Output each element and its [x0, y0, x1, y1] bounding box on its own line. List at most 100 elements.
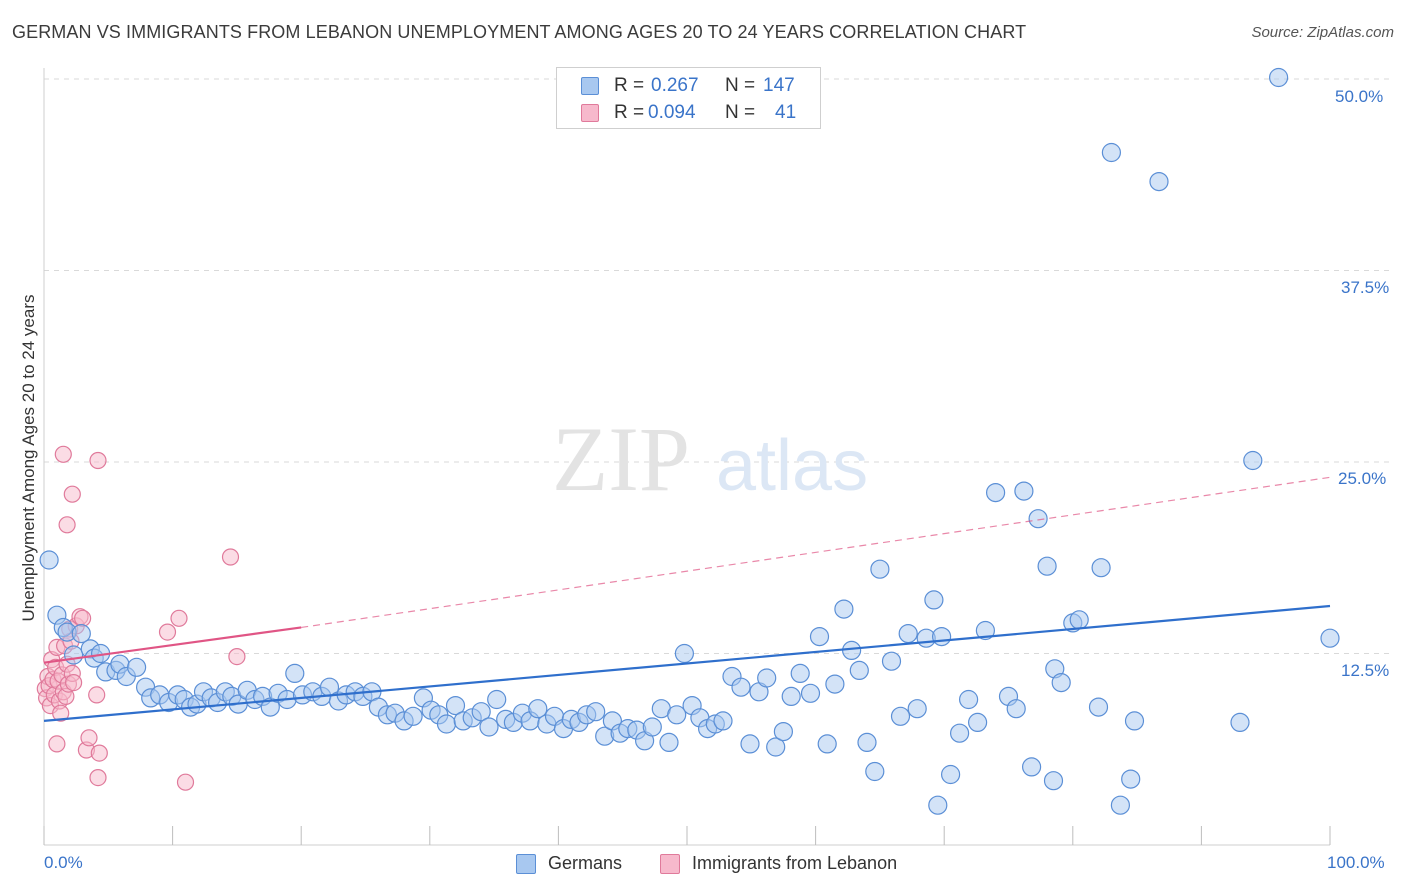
- germans-point: [1243, 450, 1263, 471]
- y-tick-label-50: 50.0%: [1335, 87, 1384, 106]
- lebanon-point: [89, 451, 107, 470]
- lebanon-point: [170, 609, 188, 627]
- germans-point: [1021, 757, 1042, 777]
- germans-point: [127, 657, 147, 677]
- lebanon-point: [73, 609, 92, 627]
- germans-point: [1149, 172, 1169, 192]
- germans-point: [949, 723, 970, 743]
- x-tick-label-0: 0.0%: [44, 853, 83, 872]
- lebanon-trend-extension: [301, 476, 1331, 629]
- germans-point: [849, 660, 869, 681]
- axes: [43, 68, 1331, 846]
- lebanon-trend-line: [43, 626, 302, 664]
- germans-point: [479, 717, 499, 737]
- germans-point: [907, 699, 927, 719]
- correlation-legend: R = 0.267 N = 147 R = 0.094 N = 41: [556, 67, 821, 129]
- germans-point: [740, 734, 760, 754]
- y-tick-label-37-5: 37.5%: [1341, 278, 1390, 297]
- germans-trend-line: [43, 604, 1331, 723]
- lebanon-legend-label: Immigrants from Lebanon: [692, 853, 898, 873]
- lebanon-point: [63, 485, 81, 503]
- lebanon-point: [228, 647, 246, 666]
- lebanon-point: [48, 735, 66, 753]
- germans-point: [766, 737, 786, 757]
- x-tick-label-100: 100.0%: [1327, 853, 1385, 872]
- germans-point: [642, 717, 662, 737]
- watermark-atlas: atlas: [716, 426, 868, 506]
- source-label: Source: ZipAtlas.com: [1251, 24, 1394, 41]
- r-value: 0.267: [651, 75, 699, 96]
- series-lebanon: [36, 445, 246, 791]
- germans-legend-label: Germans: [548, 853, 623, 873]
- germans-point: [403, 706, 423, 726]
- germans-point: [881, 651, 902, 671]
- germans-point: [71, 623, 91, 644]
- germans-point: [63, 645, 84, 665]
- lebanon-point: [80, 729, 98, 747]
- lebanon-point: [221, 548, 240, 566]
- lebanon-point: [90, 744, 108, 762]
- legend-row-germans: R = 0.267 N = 147: [557, 73, 820, 101]
- r-value: 0.094: [648, 102, 696, 123]
- lebanon-point: [176, 773, 195, 791]
- germans-point: [924, 590, 944, 610]
- n-label: N =: [725, 75, 756, 96]
- germans-point: [528, 699, 548, 719]
- lebanon-swatch: [581, 104, 599, 122]
- germans-point: [757, 668, 777, 688]
- lebanon-point: [88, 686, 106, 704]
- germans-point: [967, 712, 988, 733]
- germans-point: [931, 626, 952, 647]
- germans-point: [834, 599, 854, 619]
- germans-point: [436, 714, 457, 734]
- germans-point: [1268, 67, 1289, 88]
- y-tick-label-12-5: 12.5%: [1341, 661, 1390, 680]
- germans-point: [865, 761, 885, 782]
- germans-point: [39, 550, 59, 570]
- germans-point: [870, 559, 890, 579]
- chart-title: GERMAN VS IMMIGRANTS FROM LEBANON UNEMPL…: [12, 22, 1027, 42]
- germans-point: [713, 711, 733, 731]
- n-value: 41: [775, 102, 797, 123]
- germans-point: [825, 674, 845, 694]
- germans-point: [975, 620, 996, 641]
- germans-point: [445, 695, 466, 716]
- y-tick-label-25: 25.0%: [1338, 469, 1387, 488]
- germans-point: [985, 483, 1006, 503]
- watermark-zip: ZIP: [552, 408, 690, 510]
- germans-point: [781, 686, 801, 707]
- lebanon-point: [89, 768, 107, 787]
- germans-point: [773, 721, 794, 742]
- germans-point: [1014, 481, 1034, 501]
- grid-lines: [44, 78, 1392, 654]
- germans-point: [857, 732, 877, 753]
- germans-legend-swatch: [516, 854, 536, 874]
- germans-point: [1043, 771, 1064, 791]
- lebanon-point: [54, 445, 72, 463]
- germans-point: [731, 677, 751, 697]
- lebanon-legend-swatch: [660, 854, 680, 874]
- germans-point: [667, 705, 687, 725]
- germans-point: [1088, 697, 1109, 717]
- watermark: ZIP atlas: [552, 408, 868, 510]
- r-label: R =: [614, 102, 645, 123]
- germans-point: [898, 623, 918, 644]
- germans-point: [1069, 610, 1089, 630]
- germans-point: [1110, 795, 1131, 815]
- germans-point: [800, 683, 821, 703]
- germans-point: [928, 795, 948, 815]
- germans-point: [1230, 712, 1250, 733]
- germans-point: [487, 689, 507, 710]
- germans-point: [1101, 142, 1122, 163]
- r-label: R =: [614, 75, 645, 96]
- series-legend: Germans Immigrants from Lebanon: [0, 852, 1406, 878]
- germans-point: [285, 663, 305, 684]
- germans-point: [1028, 509, 1048, 529]
- trend-lines: [43, 476, 1331, 723]
- n-value: 147: [763, 75, 795, 96]
- lebanon-point: [158, 623, 177, 641]
- germans-point: [940, 764, 961, 785]
- germans-point: [890, 706, 911, 726]
- germans-point: [1124, 711, 1145, 731]
